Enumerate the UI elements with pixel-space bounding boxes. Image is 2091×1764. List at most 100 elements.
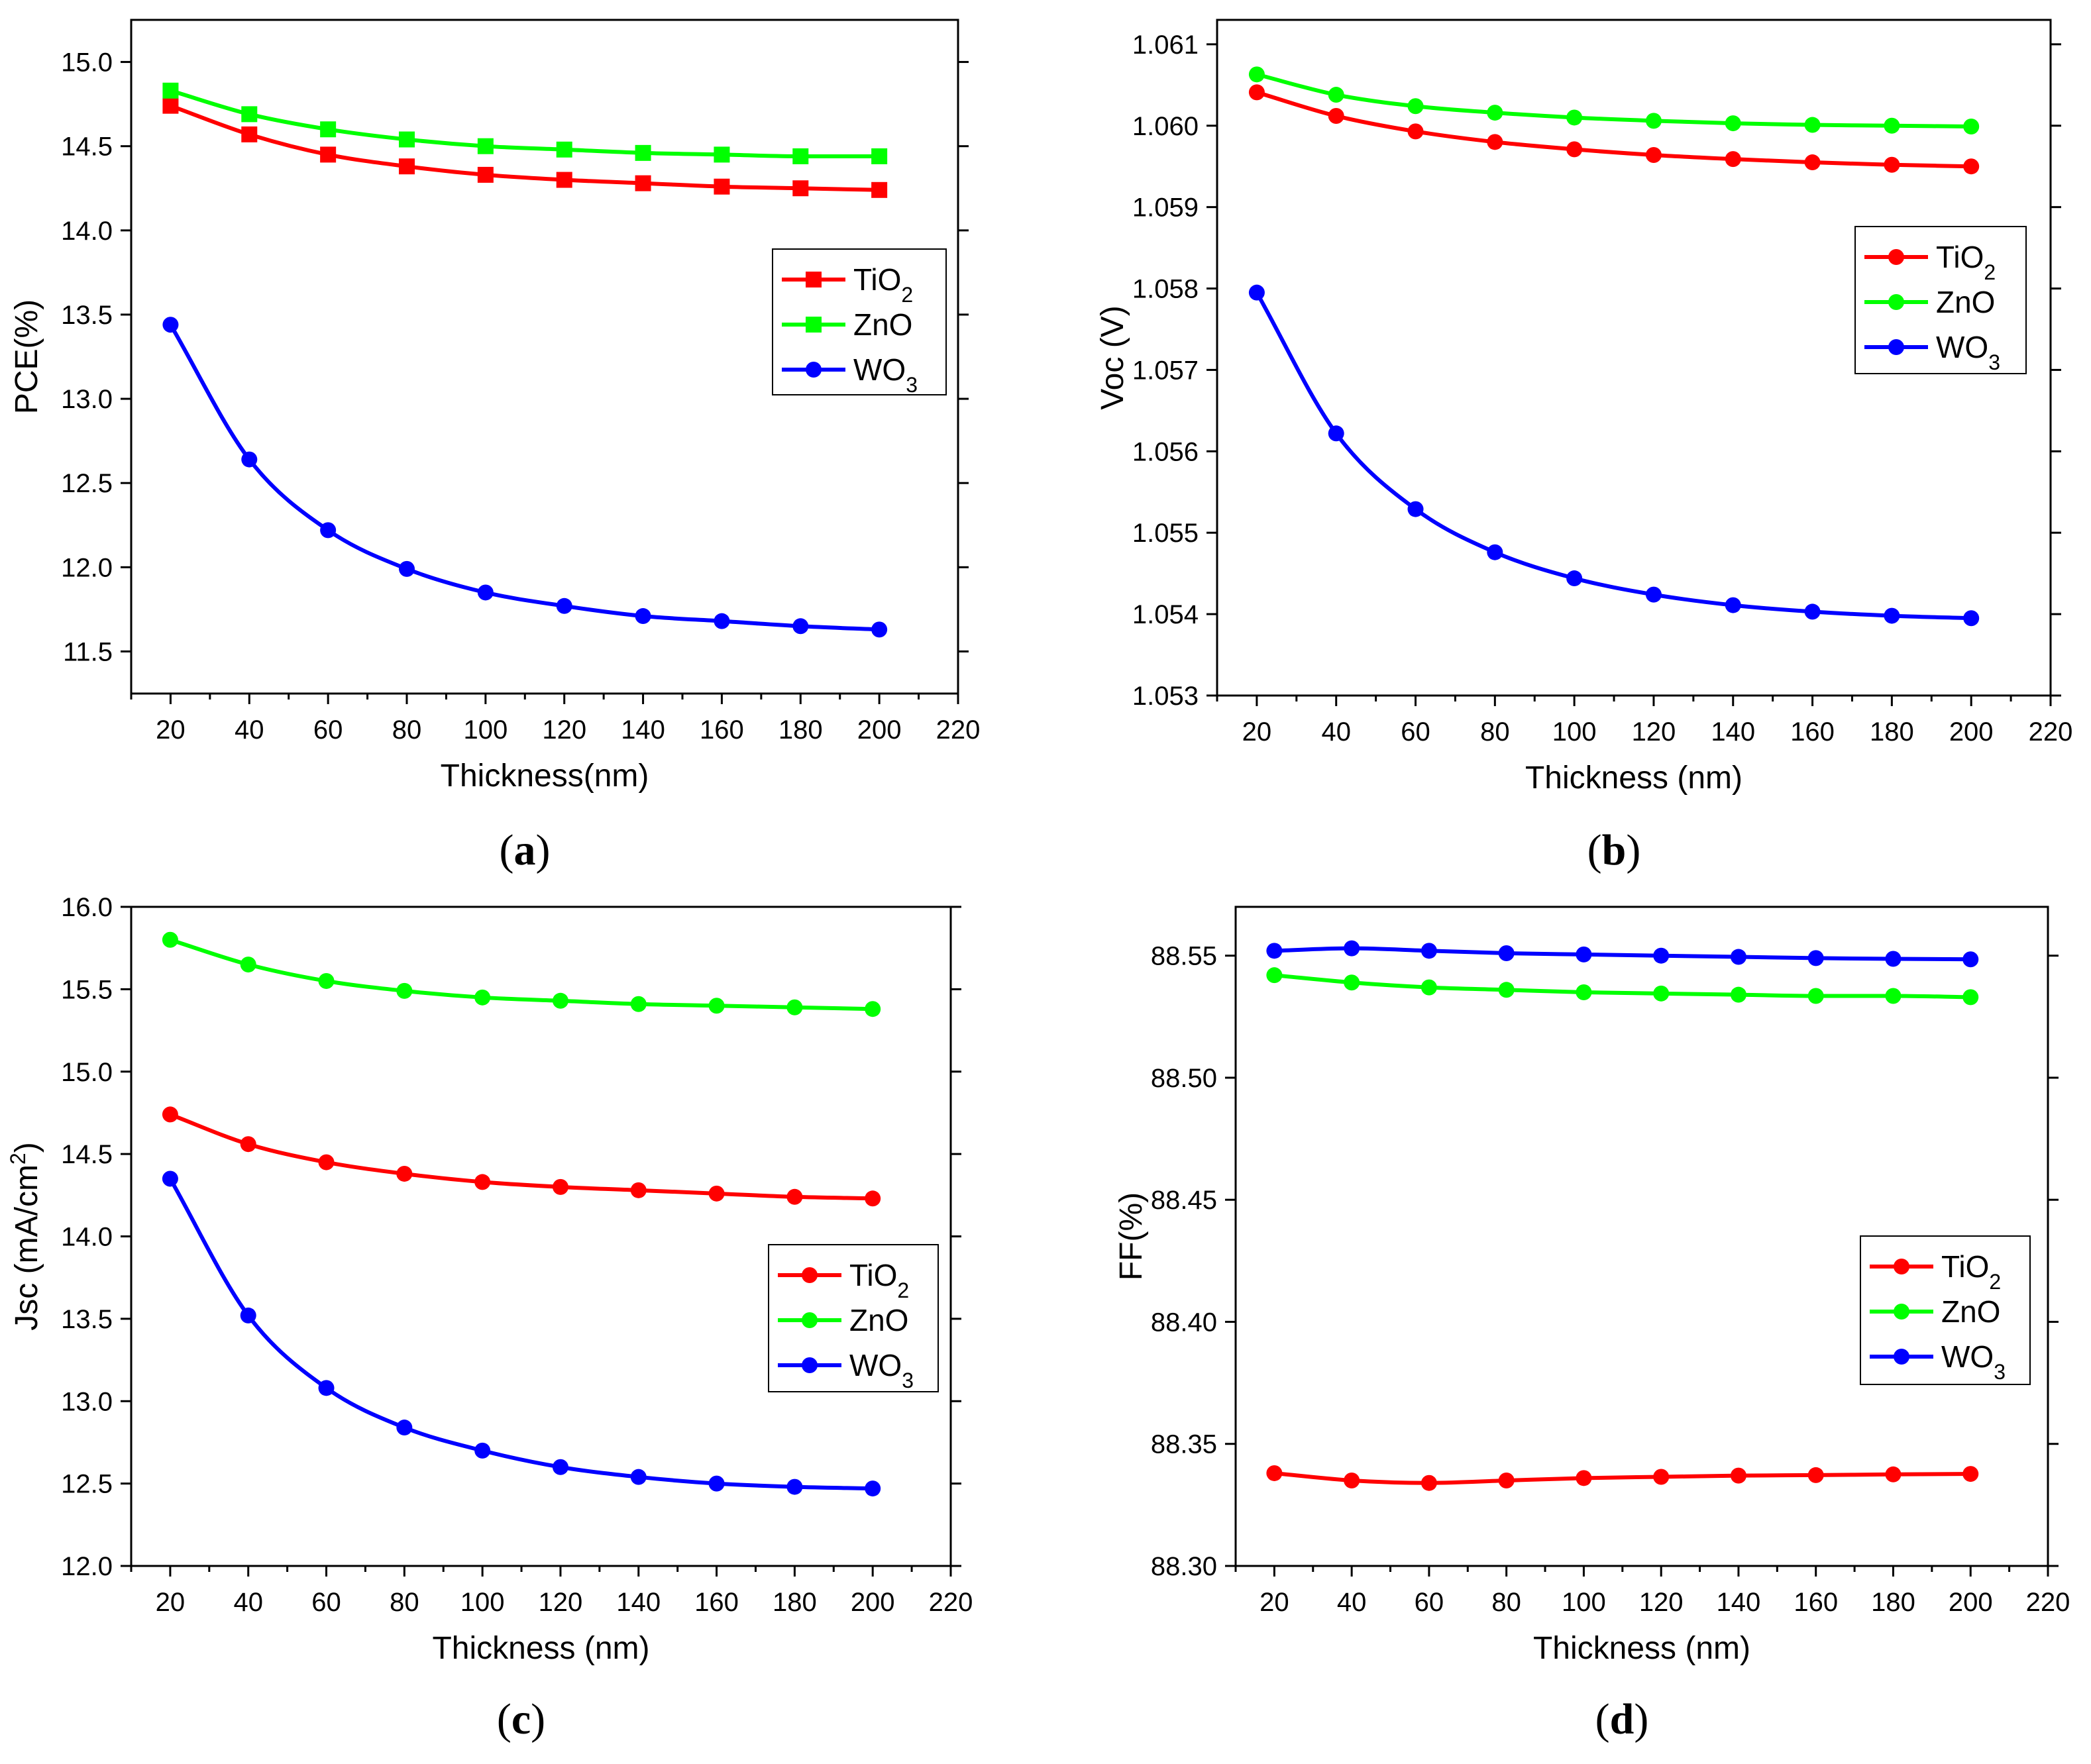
x-tick-label: 200 [857,715,902,745]
legend-marker-ZnO [802,1312,818,1328]
y-tick-label: 13.5 [61,1305,113,1334]
plot-frame [130,906,952,1567]
x-tick-label: 160 [694,1588,739,1617]
legend-marker-ZnO [1894,1304,1909,1320]
data-point-WO3 [1962,951,1979,968]
x-tick-label: 120 [1639,1588,1684,1617]
data-point-TiO2 [1884,156,1900,173]
data-point-WO3 [396,1420,413,1436]
data-point-ZnO [1885,988,1902,1004]
data-point-TiO2 [1248,84,1265,101]
data-point-TiO2 [1804,154,1821,171]
panel-caption: (c) [497,1695,545,1743]
chart-panel-b: 20 40 60 80 100 120 140 160 180 200 220 1.053 1.054 1… [1095,19,2072,874]
data-point-WO3 [1266,943,1283,959]
panel-caption: (a) [500,826,551,874]
x-tick-label: 140 [621,715,665,745]
caption-letter: b [1602,826,1627,874]
series-line-WO3 [1272,946,1973,962]
data-point-ZnO [1730,986,1746,1003]
data-point-TiO2 [477,166,494,183]
data-point-TiO2 [1807,1467,1824,1483]
series-WO3 [162,317,888,638]
x-tick-label: 60 [1401,717,1430,747]
x-tick-label: 20 [1242,717,1272,747]
data-point-ZnO [1248,66,1265,83]
x-tick-label: 140 [1717,1588,1761,1617]
caption-paren: ( [1595,1695,1610,1743]
x-tick-label: 40 [1321,717,1351,747]
data-point-TiO2 [474,1174,491,1190]
y-tick-label: 13.0 [61,1387,113,1416]
y-tick-label: 88.45 [1151,1186,1217,1215]
caption-letter: c [511,1695,531,1743]
data-point-TiO2 [1566,141,1583,158]
data-point-WO3 [241,451,258,468]
data-point-TiO2 [792,180,809,197]
x-tick-label: 20 [156,1588,186,1617]
data-point-TiO2 [871,182,888,198]
y-tick-label: 88.50 [1151,1064,1217,1093]
y-tick-label: 14.0 [61,217,113,246]
series-TiO2 [162,97,888,198]
x-axis-title: Thickness (nm) [1533,1631,1750,1666]
legend-marker-WO3 [1888,339,1904,355]
y-axis-title: FF(%) [1114,1192,1149,1280]
legend-marker-TiO2 [1894,1259,1909,1274]
data-point-TiO2 [1885,1466,1902,1482]
plot-frame [1216,19,2052,697]
data-point-ZnO [714,146,730,163]
series-line-TiO2 [168,103,882,192]
legend-label-ZnO: ZnO [849,1303,908,1337]
y-tick-label: 13.5 [61,301,113,330]
data-point-WO3 [556,597,572,614]
data-point-TiO2 [1487,134,1503,150]
data-point-ZnO [708,998,725,1014]
data-point-WO3 [320,522,337,539]
legend-label-sub: 2 [1984,260,1996,284]
data-point-ZnO [630,996,647,1012]
data-point-ZnO [1804,117,1821,133]
y-tick-label: 88.35 [1151,1430,1217,1459]
x-tick-label: 20 [1260,1588,1289,1617]
data-point-ZnO [1266,967,1283,984]
y-tick-label: 14.5 [61,132,113,162]
data-point-WO3 [399,560,415,577]
data-point-TiO2 [1344,1473,1360,1489]
data-point-ZnO [1576,984,1592,1000]
legend-marker-TiO2 [802,1267,818,1283]
y-tick-label: 14.0 [61,1223,113,1252]
data-point-TiO2 [318,1154,335,1170]
data-point-ZnO [1653,985,1670,1002]
data-point-TiO2 [865,1190,881,1207]
data-point-ZnO [162,931,178,948]
data-point-WO3 [792,618,809,635]
y-tick-label: 1.059 [1132,193,1199,223]
data-point-TiO2 [708,1185,725,1202]
data-point-ZnO [399,131,415,148]
caption-paren: ( [500,826,514,874]
y-tick-label: 1.057 [1132,356,1199,385]
data-point-WO3 [162,1170,178,1187]
y-tick-label: 12.0 [61,1552,113,1581]
data-point-TiO2 [630,1182,647,1198]
data-point-ZnO [865,1001,881,1017]
data-point-WO3 [635,608,651,625]
data-point-WO3 [474,1442,491,1459]
data-point-WO3 [1566,570,1583,587]
x-axis-title: Thickness(nm) [441,758,649,794]
data-point-TiO2 [162,1106,178,1123]
caption-paren: ) [531,1695,545,1743]
chart-panel-d: 20 40 60 80 100 120 140 160 180 200 220 88.30 88.35 8… [1114,906,2070,1743]
legend-marker-WO3 [1894,1349,1909,1365]
x-tick-label: 20 [156,715,186,745]
data-point-WO3 [1498,945,1515,962]
y-tick-label: 1.053 [1132,682,1199,711]
y-tick-label: 88.30 [1151,1552,1217,1581]
data-point-TiO2 [1645,147,1662,163]
data-point-TiO2 [635,175,651,191]
series-line-TiO2 [1272,1471,1973,1485]
data-point-WO3 [1487,544,1503,560]
panel-caption: (d) [1595,1695,1649,1743]
